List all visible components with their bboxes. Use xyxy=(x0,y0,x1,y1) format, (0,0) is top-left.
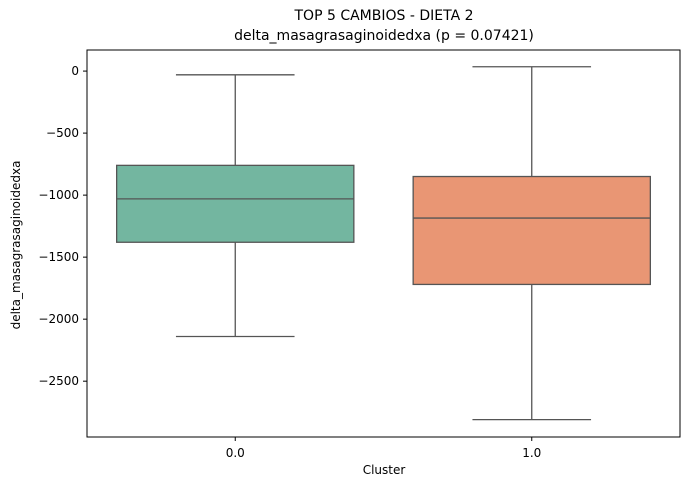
y-tick-label: 0 xyxy=(71,64,79,78)
y-tick-label: −1000 xyxy=(38,188,79,202)
y-tick-label: −500 xyxy=(46,126,79,140)
chart-title: TOP 5 CAMBIOS - DIETA 2 xyxy=(294,8,474,24)
box-iqr xyxy=(116,164,355,243)
y-tick-label: −1500 xyxy=(38,250,79,264)
x-axis-label: Cluster xyxy=(363,463,406,477)
x-tick-label: 1.0 xyxy=(522,446,541,460)
chart-subtitle: delta_masagrasaginoidedxa (p = 0.07421) xyxy=(234,28,534,44)
box-iqr xyxy=(412,175,651,286)
x-tick-label: 0.0 xyxy=(226,446,245,460)
plot-area: 0 −500 −1000 −1500 −2000 −2500 0.0 1.0 xyxy=(38,49,681,460)
y-tick-label: −2500 xyxy=(38,374,79,388)
y-axis-label: delta_masagrasaginoidedxa xyxy=(9,161,23,330)
y-tick-label: −2000 xyxy=(38,312,79,326)
axes-frame xyxy=(86,49,681,438)
